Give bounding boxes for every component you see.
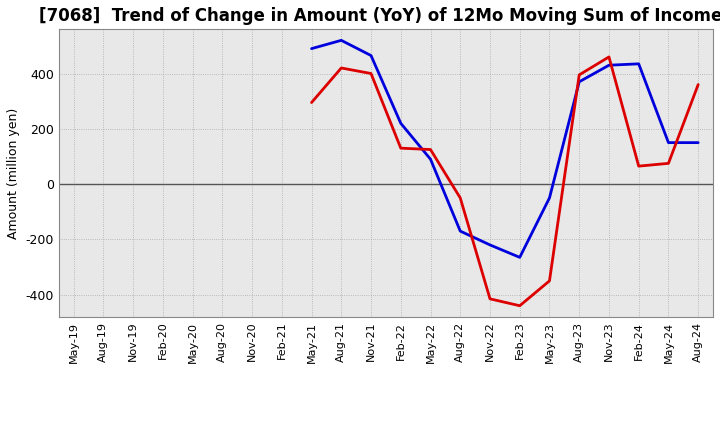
Ordinary Income xyxy=(545,195,554,201)
Ordinary Income xyxy=(456,228,464,234)
Ordinary Income xyxy=(426,157,435,162)
Ordinary Income xyxy=(486,242,495,248)
Ordinary Income xyxy=(664,140,672,145)
Y-axis label: Amount (million yen): Amount (million yen) xyxy=(7,107,20,238)
Ordinary Income xyxy=(694,140,703,145)
Legend: Ordinary Income, Net Income: Ordinary Income, Net Income xyxy=(223,434,549,440)
Net Income xyxy=(605,54,613,59)
Ordinary Income xyxy=(516,255,524,260)
Net Income xyxy=(634,164,643,169)
Net Income xyxy=(486,296,495,301)
Ordinary Income xyxy=(337,38,346,43)
Net Income xyxy=(456,195,464,201)
Net Income xyxy=(664,161,672,166)
Ordinary Income xyxy=(397,121,405,126)
Title: [7068]  Trend of Change in Amount (YoY) of 12Mo Moving Sum of Incomes: [7068] Trend of Change in Amount (YoY) o… xyxy=(40,7,720,25)
Line: Ordinary Income: Ordinary Income xyxy=(312,40,698,257)
Net Income xyxy=(545,278,554,283)
Ordinary Income xyxy=(605,62,613,68)
Ordinary Income xyxy=(634,61,643,66)
Net Income xyxy=(516,303,524,308)
Net Income xyxy=(397,146,405,151)
Line: Net Income: Net Income xyxy=(312,57,698,306)
Ordinary Income xyxy=(366,53,375,58)
Net Income xyxy=(307,100,316,105)
Net Income xyxy=(366,71,375,76)
Net Income xyxy=(426,147,435,152)
Net Income xyxy=(337,66,346,71)
Ordinary Income xyxy=(575,79,583,84)
Ordinary Income xyxy=(307,46,316,51)
Net Income xyxy=(575,72,583,77)
Net Income xyxy=(694,82,703,87)
